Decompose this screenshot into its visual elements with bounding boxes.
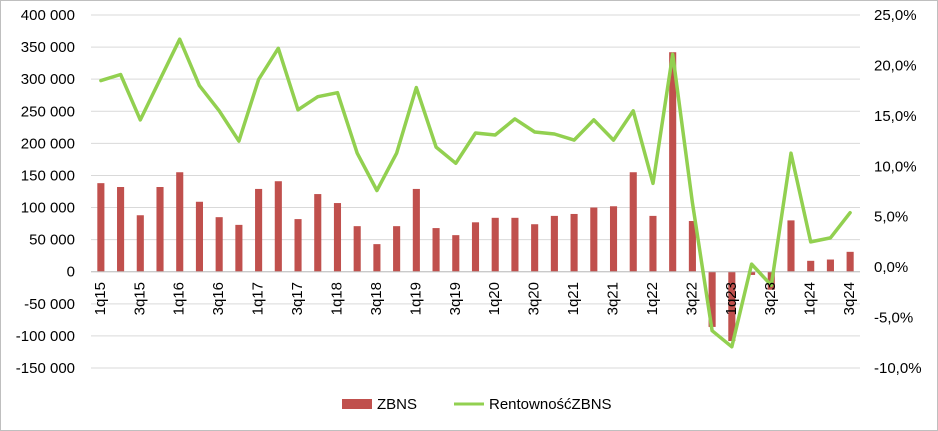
right-y-tick-label: 20,0% — [874, 57, 917, 74]
x-tick-label: 3q23 — [762, 282, 779, 315]
bar-zbns-3q15 — [136, 215, 144, 272]
bar-zbns-2q22 — [669, 52, 677, 272]
x-tick-label: 1q21 — [565, 282, 582, 315]
x-axis-labels: 1q15 3q15 1q16 3q16 1q17 3q17 1q18 3q18 1q19 3q19… — [92, 282, 858, 315]
bar-zbns-1q24 — [807, 260, 815, 272]
bar-zbns-3q16 — [215, 217, 223, 272]
bar-zbns-4q23 — [787, 220, 795, 272]
x-tick-label: 1q15 — [92, 282, 109, 315]
bar-zbns-2q18 — [353, 226, 361, 272]
legend-label-zbns: ZBNS — [377, 396, 417, 413]
bar-zbns-4q18 — [393, 226, 401, 272]
bar-zbns-4q20 — [550, 215, 558, 272]
bar-zbns-1q17 — [255, 188, 263, 272]
right-y-tick-label: 10,0% — [874, 158, 917, 175]
legend-label-rentownosc: RentownośćZBNS — [489, 396, 612, 413]
bar-zbns-1q18 — [333, 203, 342, 272]
bar-zbns-1q16 — [176, 172, 184, 272]
x-tick-label: 1q17 — [250, 282, 267, 315]
left-y-tick-label: -50 000 — [24, 296, 75, 313]
bar-zbns-2q20 — [511, 217, 519, 272]
left-y-tick-label: 200 000 — [21, 135, 75, 152]
bar-zbns-4q15 — [156, 187, 164, 272]
x-tick-label: 1q16 — [171, 282, 188, 315]
left-y-tick-label: 300 000 — [21, 71, 75, 88]
left-y-tick-label: -100 000 — [16, 328, 75, 345]
bar-zbns-4q17 — [314, 194, 322, 272]
left-y-tick-label: -150 000 — [16, 360, 75, 377]
x-tick-label: 3q16 — [210, 282, 227, 315]
bar-zbns-3q17 — [294, 219, 302, 272]
right-y-tick-label: 0,0% — [874, 259, 908, 276]
bar-zbns-1q20 — [491, 217, 499, 272]
right-y-tick-label: 5,0% — [874, 209, 908, 226]
bar-zbns-4q16 — [235, 224, 243, 272]
bar-zbns-3q20 — [531, 224, 539, 272]
left-y-axis-labels: 400 000 350 000 300 000 250 000 200 000 150 0… — [16, 7, 75, 377]
bar-zbns-1q19 — [412, 188, 420, 272]
x-tick-label: 1q20 — [486, 282, 503, 315]
right-y-tick-label: -10,0% — [874, 360, 922, 377]
right-y-tick-label: 25,0% — [874, 7, 917, 24]
bar-zbns-4q19 — [471, 222, 480, 272]
left-y-tick-label: 400 000 — [21, 7, 75, 24]
bar-zbns-1q15 — [97, 183, 105, 272]
bar-zbns-3q21 — [609, 206, 618, 272]
x-tick-label: 3q17 — [289, 282, 306, 315]
bar-zbns-1q22 — [649, 215, 657, 272]
x-tick-label: 3q15 — [131, 282, 148, 315]
legend-swatch-zbns — [342, 399, 372, 409]
bar-zbns-3q18 — [373, 244, 381, 272]
bar-zbns-3q24 — [846, 251, 854, 272]
right-y-tick-label: 15,0% — [874, 108, 917, 125]
bar-zbns-3q19 — [452, 235, 460, 272]
bar-zbns-2q24 — [826, 259, 834, 272]
bar-zbns-2q16 — [195, 201, 203, 272]
x-tick-label: 1q22 — [644, 282, 661, 315]
x-tick-label: 3q20 — [526, 282, 543, 315]
x-tick-label: 3q24 — [841, 282, 858, 315]
bar-zbns-4q21 — [629, 172, 637, 272]
bar-zbns-3q22 — [688, 221, 696, 272]
x-tick-label: 3q18 — [368, 282, 385, 315]
bar-series-zbns — [97, 52, 854, 342]
bar-zbns-2q17 — [274, 181, 282, 272]
left-y-tick-label: 150 000 — [21, 167, 75, 184]
bar-zbns-2q19 — [432, 228, 440, 272]
bar-zbns-4q22 — [708, 271, 716, 327]
right-y-axis-labels: 25,0% 20,0% 15,0% 10,0% 5,0% 0,0% -5,0% -10,0% — [874, 7, 922, 377]
left-y-tick-label: 350 000 — [21, 39, 75, 56]
bar-zbns-1q23 — [728, 271, 736, 342]
x-tick-label: 3q22 — [683, 282, 700, 315]
x-tick-label: 1q23 — [723, 282, 740, 315]
x-tick-label: 1q24 — [802, 282, 819, 315]
left-y-tick-label: 0 — [67, 264, 75, 281]
left-y-tick-label: 50 000 — [29, 232, 75, 249]
x-tick-label: 1q19 — [407, 282, 424, 315]
x-tick-label: 3q21 — [604, 282, 621, 315]
x-tick-label: 1q18 — [328, 282, 345, 315]
left-y-tick-label: 100 000 — [21, 200, 75, 217]
left-y-tick-label: 250 000 — [21, 103, 75, 120]
x-tick-label: 3q19 — [447, 282, 464, 315]
right-y-tick-label: -5,0% — [874, 310, 913, 327]
bar-zbns-2q23 — [748, 271, 756, 275]
line-series-rentownosc — [99, 37, 852, 349]
bar-zbns-2q21 — [590, 207, 598, 272]
bar-zbns-1q21 — [570, 213, 578, 272]
legend: ZBNS RentownośćZBNS — [342, 396, 612, 413]
line-rentownosc-zbns — [99, 37, 852, 349]
bar-zbns-2q15 — [117, 187, 125, 272]
